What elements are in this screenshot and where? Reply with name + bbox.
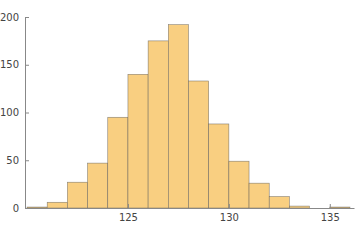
tick: 150 [0,59,29,70]
histogram-bar [47,202,67,208]
tick-label: 0 [13,203,19,214]
tick-mark [25,160,29,161]
histogram-bar [128,74,148,208]
bars [27,25,350,208]
tick: 135 [321,204,340,223]
axis-line [26,208,355,209]
histogram-bar [108,117,128,208]
histogram-bar [209,124,229,208]
histogram-bar [188,81,208,208]
tick-label: 50 [6,155,19,166]
tick-label: 130 [220,212,239,223]
tick-mark [25,65,29,66]
plot: 125 130 135 0 50 100 150 200 [0,12,355,223]
tick-mark [128,204,129,208]
tick-mark [330,204,331,208]
histogram-bar [229,161,249,208]
histogram-bar [27,207,47,208]
histogram-bar [168,25,188,208]
tick-mark [25,113,29,114]
y-axis: 0 50 100 150 200 [0,12,29,214]
tick: 0 [13,203,29,214]
tick-label: 135 [321,212,340,223]
histogram-bar [249,183,269,208]
histogram-bar [148,41,168,208]
chart: 125 130 135 0 50 100 150 200 [0,0,360,225]
tick: 125 [119,204,138,223]
tick: 200 [0,12,29,23]
tick-label: 125 [119,212,138,223]
x-axis: 125 130 135 [26,204,355,223]
tick-mark [25,208,29,209]
tick: 100 [0,107,29,118]
tick: 50 [6,155,29,166]
tick-label: 100 [0,107,19,118]
histogram-bar [310,208,330,209]
tick-label: 150 [0,59,19,70]
histogram-bar [88,163,108,208]
tick-mark [229,204,230,208]
tick: 130 [220,204,239,223]
histogram-bar [67,182,87,208]
histogram-bar [330,207,350,208]
tick-mark [25,17,29,18]
histogram-bar [289,206,309,208]
tick-label: 200 [0,12,19,23]
histogram-bar [269,197,289,208]
